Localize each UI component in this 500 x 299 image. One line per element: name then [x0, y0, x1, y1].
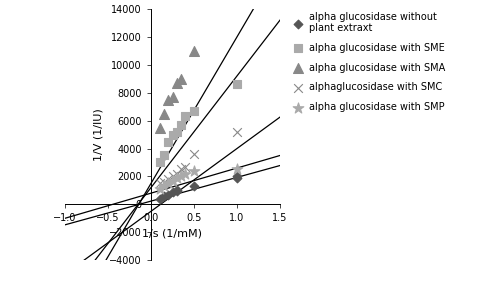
alphaglucosidase with SMC [177, 167, 185, 172]
alpha glucosidase with SMA [164, 97, 172, 102]
alpha glucosidase with SMA [160, 111, 168, 116]
alpha glucosidase with SME [164, 139, 172, 144]
alpha glucosidase without
plant extraxt [160, 193, 168, 198]
alpha glucosidase with SMP [190, 168, 198, 173]
alpha glucosidase with SME [160, 153, 168, 158]
alpha glucosidase with SMP [177, 174, 185, 179]
alpha glucosidase with SME [182, 114, 190, 119]
alpha glucosidase with SMA [168, 94, 176, 99]
X-axis label: 1/s (1/mM): 1/s (1/mM) [142, 229, 203, 239]
alpha glucosidase without
plant extraxt [233, 176, 241, 180]
alphaglucosidase with SMC [173, 171, 181, 176]
Y-axis label: 1/V (1/IU): 1/V (1/IU) [94, 108, 104, 161]
alpha glucosidase without
plant extraxt [168, 189, 176, 194]
alpha glucosidase with SMP [160, 184, 168, 189]
alpha glucosidase without
plant extraxt [156, 196, 164, 201]
alpha glucosidase with SMP [164, 181, 172, 186]
alpha glucosidase with SMP [156, 187, 164, 191]
alpha glucosidase with SME [233, 82, 241, 87]
alpha glucosidase with SME [173, 129, 181, 134]
alpha glucosidase with SME [190, 109, 198, 113]
Legend: alpha glucosidase without
plant extraxt, alpha glucosidase with SME, alpha gluco: alpha glucosidase without plant extraxt,… [289, 9, 448, 115]
alpha glucosidase with SMA [177, 76, 185, 81]
alpha glucosidase with SMP [173, 176, 181, 180]
alphaglucosidase with SMC [182, 164, 190, 169]
alpha glucosidase with SME [156, 160, 164, 165]
alpha glucosidase without
plant extraxt [190, 184, 198, 189]
alphaglucosidase with SMC [190, 152, 198, 156]
alpha glucosidase with SMA [173, 80, 181, 85]
alphaglucosidase with SMC [160, 180, 168, 184]
alphaglucosidase with SMC [156, 181, 164, 186]
alpha glucosidase without
plant extraxt [173, 189, 181, 193]
alphaglucosidase with SMC [168, 174, 176, 179]
alpha glucosidase with SME [177, 122, 185, 127]
alpha glucosidase with SMP [182, 171, 190, 176]
alpha glucosidase with SME [168, 132, 176, 137]
alpha glucosidase with SMA [190, 48, 198, 53]
alpha glucosidase without
plant extraxt [173, 188, 181, 193]
alpha glucosidase without
plant extraxt [164, 192, 172, 197]
alpha glucosidase without
plant extraxt [233, 174, 241, 179]
alphaglucosidase with SMC [233, 129, 241, 134]
alphaglucosidase with SMC [164, 177, 172, 181]
alpha glucosidase with SMP [168, 178, 176, 183]
alpha glucosidase with SMP [233, 167, 241, 172]
alpha glucosidase with SMA [156, 125, 164, 130]
